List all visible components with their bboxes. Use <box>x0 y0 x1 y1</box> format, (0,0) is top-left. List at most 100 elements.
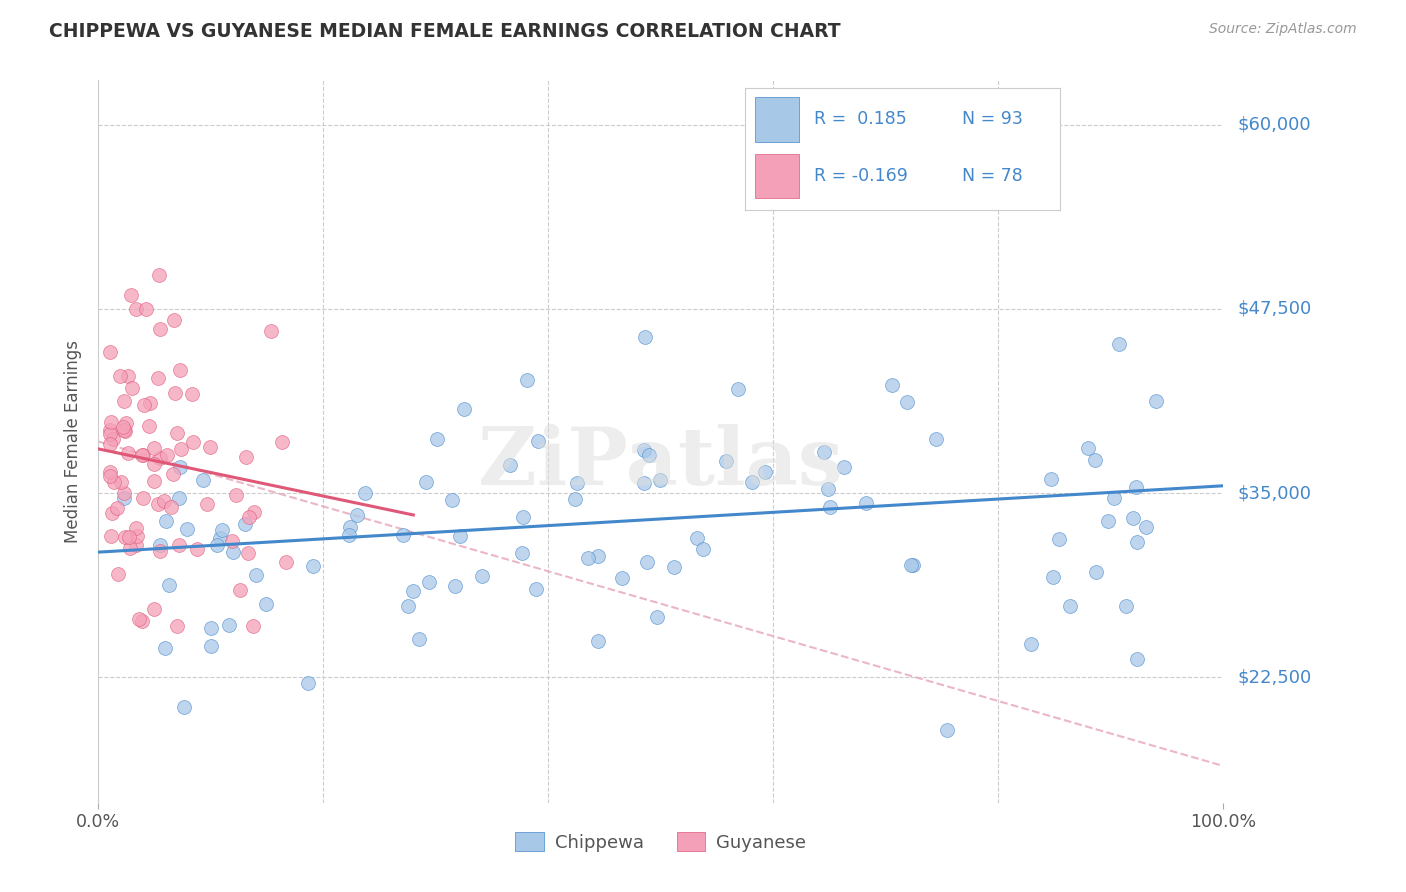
Point <box>245 567 267 582</box>
Point <box>225 488 247 502</box>
Point <box>637 448 659 462</box>
Text: Source: ZipAtlas.com: Source: ZipAtlas.com <box>1209 22 1357 37</box>
Point <box>449 529 471 543</box>
Point <box>198 440 221 454</box>
Point <box>516 373 538 387</box>
Point <box>132 448 155 462</box>
Point <box>1084 566 1107 580</box>
Point <box>112 394 135 409</box>
Point <box>159 500 181 514</box>
Point <box>139 396 162 410</box>
Point <box>132 491 155 505</box>
Point <box>648 473 671 487</box>
Point <box>1097 514 1119 528</box>
Point <box>754 465 776 479</box>
Text: ZiPatlas: ZiPatlas <box>478 425 844 502</box>
Point <box>125 529 148 543</box>
Point <box>125 521 148 535</box>
Point <box>1125 480 1147 494</box>
Point <box>832 460 855 475</box>
Point <box>426 432 449 446</box>
Point <box>415 475 437 489</box>
Point <box>148 370 170 384</box>
Point <box>301 558 323 573</box>
Point <box>564 492 586 507</box>
Point <box>260 324 283 338</box>
Point <box>882 378 904 392</box>
Point <box>135 302 157 317</box>
Point <box>157 578 180 592</box>
Point <box>440 493 463 508</box>
Point <box>165 386 187 401</box>
Point <box>271 435 294 450</box>
Point <box>114 491 136 505</box>
Point <box>138 419 160 434</box>
Point <box>166 425 188 440</box>
FancyBboxPatch shape <box>755 153 799 198</box>
Point <box>166 619 188 633</box>
Point <box>297 675 319 690</box>
Y-axis label: Median Female Earnings: Median Female Earnings <box>65 340 83 543</box>
Point <box>149 544 172 558</box>
Point <box>1144 394 1167 409</box>
Point <box>935 723 957 737</box>
Point <box>586 634 609 648</box>
Point <box>512 546 534 560</box>
Point <box>741 475 763 489</box>
Point <box>817 482 839 496</box>
Point <box>112 486 135 500</box>
Point <box>114 424 136 438</box>
Point <box>98 465 121 479</box>
Point <box>118 541 141 556</box>
Text: R =  0.185: R = 0.185 <box>814 111 907 128</box>
Point <box>634 330 657 344</box>
Point <box>727 382 749 396</box>
Point <box>820 500 842 514</box>
Point <box>1019 636 1042 650</box>
Point <box>229 583 252 598</box>
Point <box>103 475 125 490</box>
Point <box>98 436 121 450</box>
Point <box>645 609 668 624</box>
Legend: Chippewa, Guyanese: Chippewa, Guyanese <box>508 824 814 859</box>
Point <box>418 574 440 589</box>
Point <box>896 395 918 409</box>
Text: R = -0.169: R = -0.169 <box>814 167 908 185</box>
Point <box>107 567 129 582</box>
Point <box>149 538 172 552</box>
Point <box>408 632 430 647</box>
Point <box>813 445 835 459</box>
Point <box>636 555 658 569</box>
Point <box>565 475 588 490</box>
Point <box>221 544 243 558</box>
Point <box>1115 599 1137 613</box>
Point <box>392 528 415 542</box>
Point <box>236 546 259 560</box>
Point <box>1047 533 1070 547</box>
Point <box>131 448 153 462</box>
Point <box>855 496 877 510</box>
Point <box>443 579 465 593</box>
Point <box>337 527 360 541</box>
Point <box>105 500 128 515</box>
Point <box>118 530 141 544</box>
Point <box>117 446 139 460</box>
Point <box>527 434 550 449</box>
Point <box>662 559 685 574</box>
Point <box>181 434 204 449</box>
Point <box>900 558 922 573</box>
Point <box>354 485 377 500</box>
Point <box>146 497 169 511</box>
Point <box>163 313 186 327</box>
Point <box>633 442 655 457</box>
Point <box>148 268 170 282</box>
Point <box>901 558 924 572</box>
Point <box>153 640 176 655</box>
Point <box>714 454 737 468</box>
Point <box>186 541 208 556</box>
Point <box>111 419 134 434</box>
Point <box>243 505 266 519</box>
Point <box>576 551 599 566</box>
Point <box>191 474 214 488</box>
Point <box>1059 599 1081 613</box>
